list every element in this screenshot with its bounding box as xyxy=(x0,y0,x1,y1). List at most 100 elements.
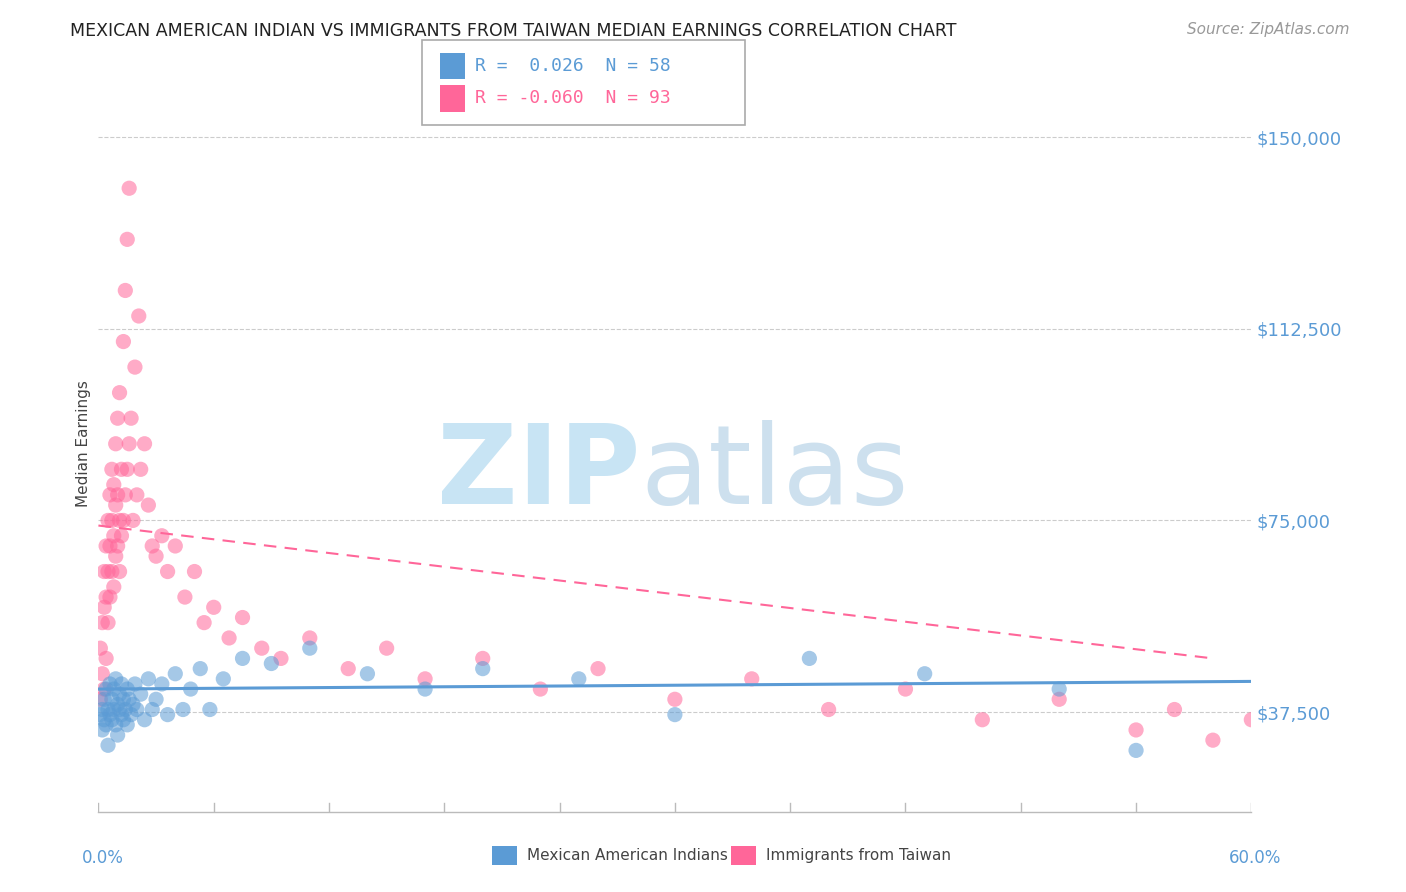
Point xyxy=(114,702,136,716)
Point xyxy=(174,590,197,604)
Point xyxy=(97,565,120,579)
Point xyxy=(1260,723,1282,737)
Point xyxy=(1375,718,1398,732)
Point xyxy=(97,513,120,527)
Point xyxy=(125,488,148,502)
Point xyxy=(134,713,156,727)
Point xyxy=(156,565,179,579)
Point xyxy=(89,641,111,656)
Point xyxy=(97,615,120,630)
Point xyxy=(1047,692,1070,706)
Point xyxy=(103,477,125,491)
Point xyxy=(110,707,132,722)
Point xyxy=(894,681,917,696)
Point xyxy=(193,615,215,630)
Point xyxy=(97,702,120,716)
Point xyxy=(165,539,187,553)
Point xyxy=(107,728,129,742)
Point xyxy=(356,666,378,681)
Point xyxy=(101,565,124,579)
Point xyxy=(198,702,221,716)
Point xyxy=(101,462,124,476)
Point xyxy=(1355,743,1378,757)
Point xyxy=(150,529,173,543)
Point xyxy=(202,600,225,615)
Point xyxy=(110,462,132,476)
Point xyxy=(107,411,129,425)
Text: R = -0.060  N = 93: R = -0.060 N = 93 xyxy=(475,89,671,107)
Point xyxy=(104,672,127,686)
Point xyxy=(93,681,115,696)
Point xyxy=(260,657,283,671)
Point xyxy=(1163,702,1185,716)
Point xyxy=(108,513,131,527)
Point xyxy=(118,436,141,450)
Point xyxy=(112,513,135,527)
Point xyxy=(124,360,146,375)
Point xyxy=(1240,713,1263,727)
Point xyxy=(165,666,187,681)
Point xyxy=(114,284,136,298)
Point xyxy=(91,666,114,681)
Point xyxy=(94,718,117,732)
Point xyxy=(1288,728,1310,742)
Point xyxy=(89,707,111,722)
Point xyxy=(112,334,135,349)
Point xyxy=(471,651,494,665)
Point xyxy=(138,498,160,512)
Point xyxy=(1125,723,1147,737)
Point xyxy=(98,539,121,553)
Point xyxy=(98,677,121,691)
Point xyxy=(799,651,821,665)
Point xyxy=(118,692,141,706)
Point xyxy=(375,641,398,656)
Point xyxy=(120,411,142,425)
Point xyxy=(1393,754,1406,768)
Point xyxy=(188,662,211,676)
Text: Source: ZipAtlas.com: Source: ZipAtlas.com xyxy=(1187,22,1350,37)
Point xyxy=(122,698,145,712)
Point xyxy=(117,462,139,476)
Point xyxy=(129,687,152,701)
Point xyxy=(337,662,360,676)
Point xyxy=(1336,739,1358,753)
Point xyxy=(107,539,129,553)
Point xyxy=(117,232,139,246)
Text: atlas: atlas xyxy=(640,420,908,526)
Point xyxy=(1202,733,1225,747)
Point xyxy=(101,713,124,727)
Point xyxy=(117,718,139,732)
Point xyxy=(471,662,494,676)
Point xyxy=(103,529,125,543)
Point xyxy=(183,565,205,579)
Point xyxy=(103,702,125,716)
Point xyxy=(104,549,127,564)
Point xyxy=(134,436,156,450)
Point xyxy=(150,677,173,691)
Point xyxy=(145,692,167,706)
Point xyxy=(112,713,135,727)
Point xyxy=(568,672,591,686)
Point xyxy=(664,692,686,706)
Text: ZIP: ZIP xyxy=(437,420,640,526)
Text: Immigrants from Taiwan: Immigrants from Taiwan xyxy=(766,848,952,863)
Point xyxy=(93,600,115,615)
Point xyxy=(91,702,114,716)
Point xyxy=(122,513,145,527)
Point xyxy=(413,681,436,696)
Point xyxy=(91,615,114,630)
Point xyxy=(741,672,763,686)
Point xyxy=(972,713,994,727)
Point xyxy=(112,692,135,706)
Point xyxy=(124,677,146,691)
Point xyxy=(104,498,127,512)
Point xyxy=(98,488,121,502)
Point xyxy=(298,631,321,645)
Point xyxy=(110,529,132,543)
Point xyxy=(98,590,121,604)
Point xyxy=(117,681,139,696)
Point xyxy=(218,631,240,645)
Point xyxy=(270,651,292,665)
Point xyxy=(108,687,131,701)
Text: MEXICAN AMERICAN INDIAN VS IMMIGRANTS FROM TAIWAN MEDIAN EARNINGS CORRELATION CH: MEXICAN AMERICAN INDIAN VS IMMIGRANTS FR… xyxy=(70,22,957,40)
